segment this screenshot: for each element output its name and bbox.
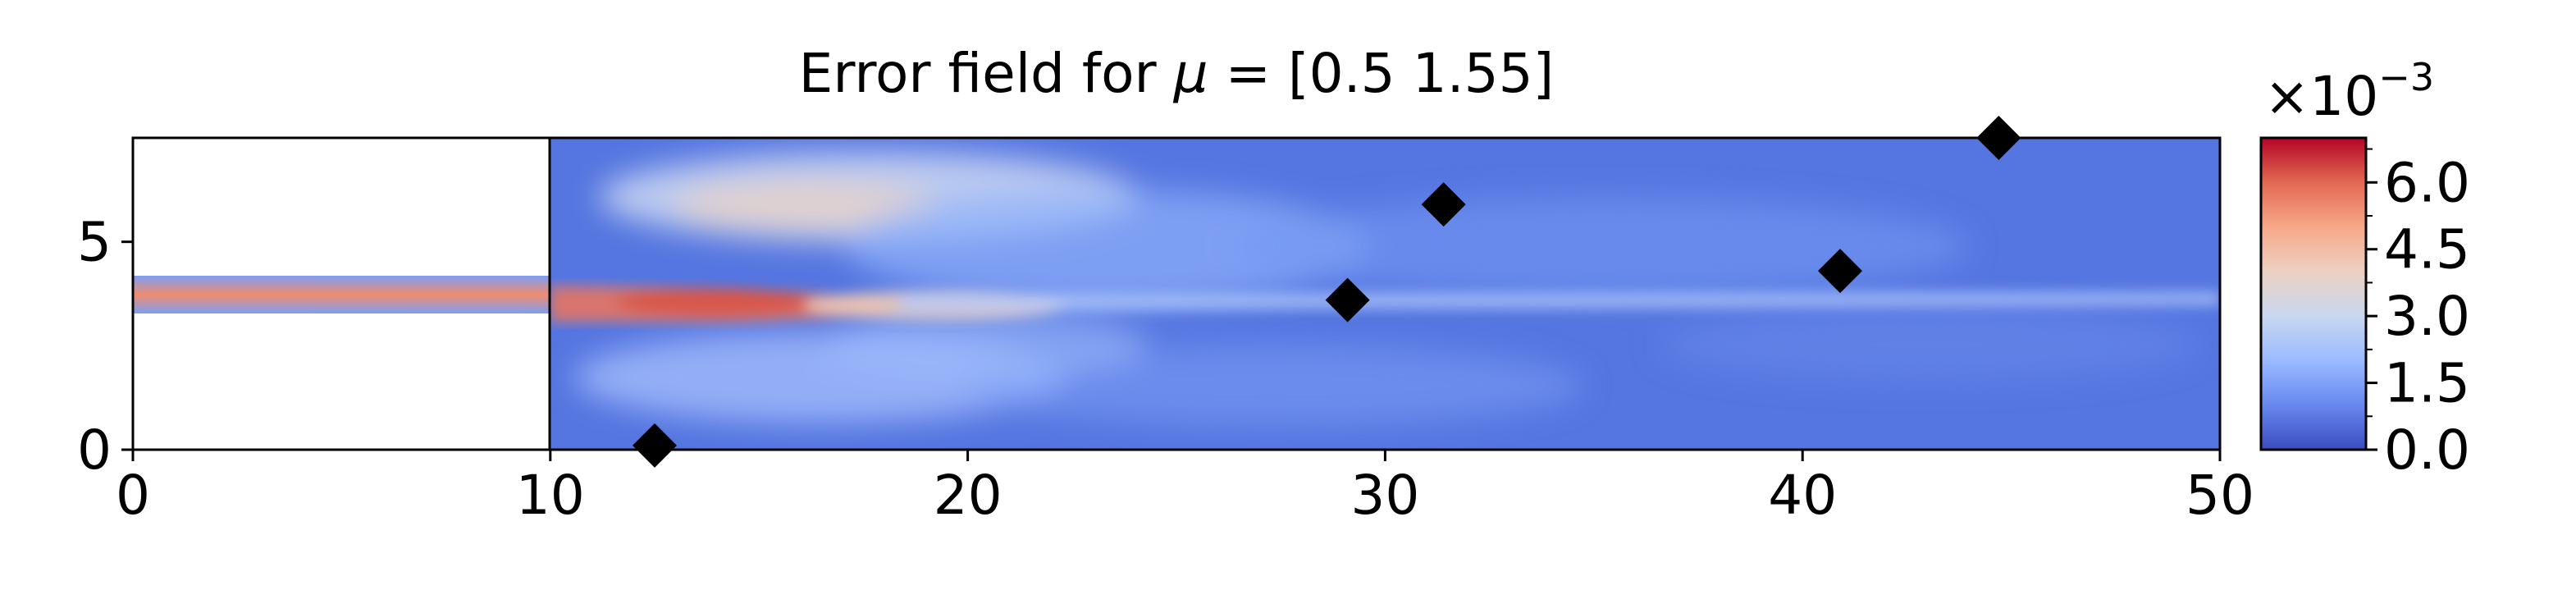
colorbar-tick-label: 0.0: [2384, 419, 2470, 482]
x-tick-label: 30: [1350, 464, 1419, 527]
x-tick-label: 0: [116, 464, 150, 527]
colorbar-multiplier: ×10−3: [2264, 55, 2434, 128]
sensor-marker: [1421, 182, 1466, 227]
x-tick-label: 40: [1768, 464, 1837, 527]
title-suffix: = [0.5 1.55]: [1208, 42, 1555, 105]
colorbar-multiplier-exponent: −3: [2378, 55, 2434, 99]
field-hotspots: [574, 152, 2199, 427]
sensor-markers: [633, 116, 2021, 468]
x-tick-label: 20: [934, 464, 1003, 527]
plot-frame: [131, 136, 2222, 451]
inlet-channel: [133, 276, 550, 313]
x-tick-label: 10: [516, 464, 585, 527]
y-axis: 05: [77, 211, 133, 482]
title-prefix: Error field for: [799, 42, 1174, 105]
colorbar-axis: 0.01.53.04.56.0: [2366, 148, 2470, 482]
empty-region-bottom: [133, 313, 550, 450]
empty-region-top: [133, 138, 550, 276]
colorbar-tick-label: 1.5: [2384, 352, 2470, 415]
chart-title: Error field for μ = [0.5 1.55]: [799, 42, 1555, 105]
colorbar-tick-label: 4.5: [2384, 218, 2470, 281]
x-axis: 0 10 20 30 40 50: [116, 450, 2254, 527]
colorbar-tick-label: 3.0: [2384, 285, 2470, 348]
y-tick-label: 5: [77, 211, 112, 274]
y-tick-label: 0: [77, 419, 112, 482]
jet-core: [550, 286, 2220, 322]
error-field: [133, 138, 2220, 450]
colorbar-tick-label: 6.0: [2384, 151, 2470, 214]
colorbar-multiplier-base: ×10: [2264, 65, 2378, 128]
sensor-marker: [1817, 249, 1862, 294]
sensor-marker: [633, 423, 677, 468]
x-tick-label: 50: [2185, 464, 2254, 527]
colorbar: [2259, 136, 2368, 451]
sensor-marker: [1325, 277, 1370, 323]
title-symbol: μ: [1173, 42, 1208, 105]
